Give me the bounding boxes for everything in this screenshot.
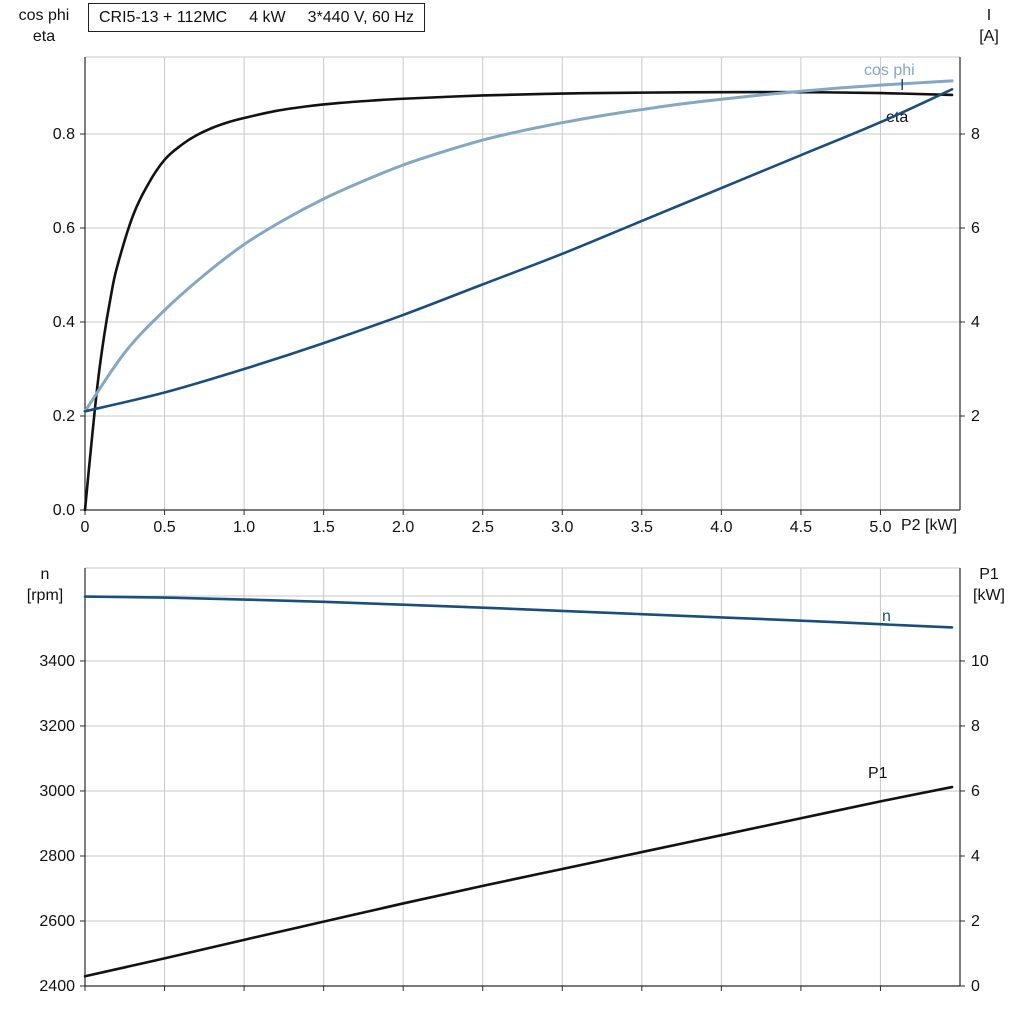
left-axis-title-line1: cos phi [18, 7, 70, 24]
svg-text:4: 4 [971, 314, 980, 331]
top-chart-right-axis-title: I [A] [962, 5, 1016, 47]
svg-text:0.6: 0.6 [53, 220, 75, 237]
top-chart-left-axis-title: cos phi eta [6, 5, 82, 47]
svg-text:6: 6 [971, 783, 980, 800]
svg-text:2: 2 [971, 913, 980, 930]
svg-text:n: n [882, 608, 891, 625]
svg-text:0.8: 0.8 [53, 126, 75, 143]
left-axis-title-line2: eta [32, 28, 56, 45]
svg-text:10: 10 [971, 653, 989, 670]
title-box: CRI5-13 + 112MC 4 kW 3*440 V, 60 Hz [88, 3, 425, 32]
svg-text:3.0: 3.0 [551, 519, 573, 536]
speed-axis-title-line2: [rpm] [26, 587, 64, 604]
svg-text:cos phi: cos phi [864, 62, 915, 79]
svg-text:0.0: 0.0 [53, 502, 75, 519]
svg-text:I: I [900, 77, 904, 94]
svg-text:2.5: 2.5 [472, 519, 494, 536]
svg-text:2600: 2600 [39, 913, 75, 930]
svg-text:0.2: 0.2 [53, 408, 75, 425]
svg-text:2400: 2400 [39, 978, 75, 995]
svg-text:3400: 3400 [39, 653, 75, 670]
svg-text:2800: 2800 [39, 848, 75, 865]
svg-text:2.0: 2.0 [392, 519, 414, 536]
svg-text:3200: 3200 [39, 718, 75, 735]
speed-axis-title-line1: n [40, 566, 50, 583]
x-axis-label: P2 [kW] [901, 517, 958, 534]
svg-text:P1: P1 [868, 765, 888, 782]
pump-model: CRI5-13 + 112MC [99, 9, 228, 26]
svg-text:0: 0 [971, 978, 980, 995]
svg-text:3.5: 3.5 [631, 519, 653, 536]
svg-text:0.5: 0.5 [153, 519, 175, 536]
svg-text:4: 4 [971, 848, 980, 865]
svg-text:4.0: 4.0 [710, 519, 732, 536]
svg-text:4.5: 4.5 [790, 519, 812, 536]
bottom-chart-left-axis-title: n [rpm] [10, 564, 80, 606]
svg-text:2: 2 [971, 408, 980, 425]
svg-text:6: 6 [971, 220, 980, 237]
svg-text:0: 0 [81, 519, 90, 536]
svg-text:8: 8 [971, 126, 980, 143]
svg-text:3000: 3000 [39, 783, 75, 800]
voltage-frequency: 3*440 V, 60 Hz [307, 9, 414, 26]
right-axis-title-line2: [A] [979, 28, 999, 45]
svg-text:1.0: 1.0 [233, 519, 255, 536]
svg-text:8: 8 [971, 718, 980, 735]
svg-text:0.4: 0.4 [53, 314, 75, 331]
motor-power: 4 kW [249, 9, 286, 26]
power-axis-title-line1: P1 [979, 566, 999, 583]
bottom-chart-right-axis-title: P1 [kW] [960, 564, 1018, 606]
right-axis-title-line1: I [986, 7, 992, 24]
svg-text:5.0: 5.0 [869, 519, 891, 536]
svg-text:1.5: 1.5 [313, 519, 335, 536]
power-axis-title-line2: [kW] [973, 587, 1005, 604]
